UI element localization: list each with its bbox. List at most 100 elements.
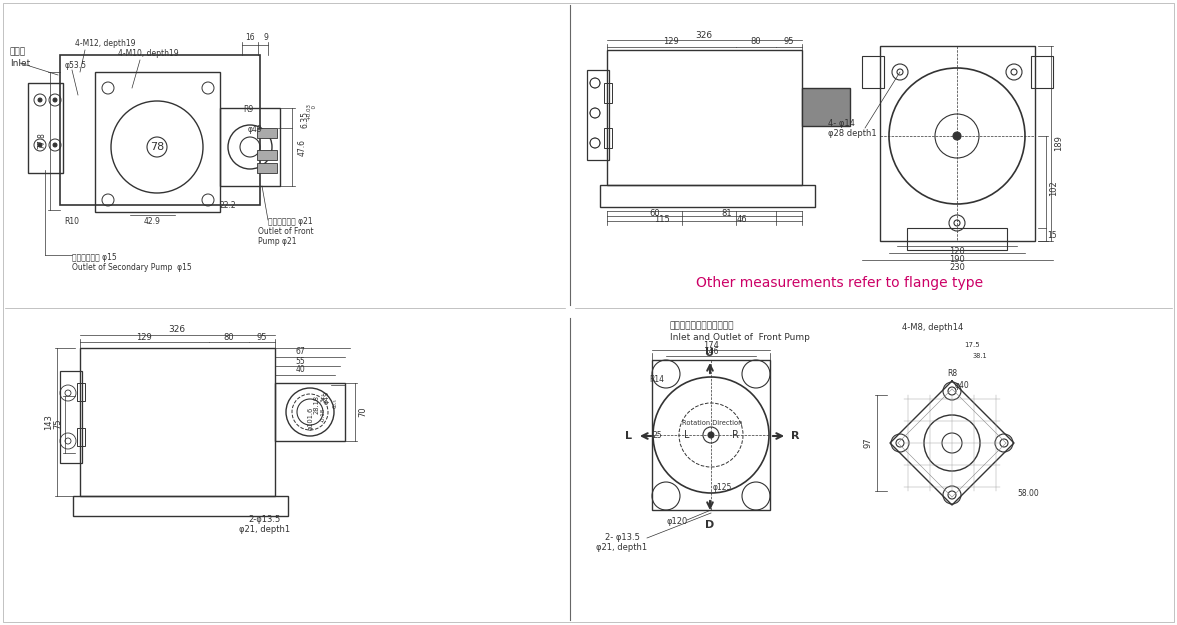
- Text: 42.9: 42.9: [144, 217, 160, 226]
- Bar: [60, 55, 260, 205]
- Text: 15: 15: [1048, 231, 1057, 239]
- Text: 9: 9: [264, 34, 268, 42]
- Text: 4- φ14: 4- φ14: [827, 119, 855, 127]
- Text: R14: R14: [650, 376, 665, 384]
- Text: φ53.5: φ53.5: [65, 61, 87, 69]
- Bar: [220, 108, 280, 186]
- Text: 326: 326: [168, 326, 186, 334]
- Text: φ21, depth1: φ21, depth1: [239, 526, 291, 534]
- Circle shape: [53, 98, 56, 102]
- Text: φ101.6: φ101.6: [308, 406, 314, 429]
- Text: 129: 129: [137, 332, 152, 341]
- Text: 70: 70: [359, 407, 367, 418]
- Text: 46: 46: [737, 214, 747, 224]
- Text: 81: 81: [722, 209, 732, 217]
- Text: φ120: φ120: [666, 516, 687, 526]
- Text: 95: 95: [784, 38, 794, 46]
- Circle shape: [953, 132, 960, 140]
- Bar: [604, 128, 612, 148]
- Text: R9: R9: [242, 106, 253, 114]
- Text: Rotation Direction: Rotation Direction: [681, 420, 743, 426]
- Text: R: R: [791, 431, 799, 441]
- Circle shape: [53, 143, 56, 147]
- Text: Inlet and Outlet of  Front Pump: Inlet and Outlet of Front Pump: [670, 332, 810, 341]
- Text: 102: 102: [1050, 180, 1058, 196]
- Text: 前泵浦入油口和出油口方向: 前泵浦入油口和出油口方向: [670, 321, 734, 331]
- Text: 78: 78: [149, 142, 164, 152]
- Text: +0.03
      0: +0.03 0: [306, 104, 318, 121]
- Circle shape: [38, 143, 42, 147]
- Text: L: L: [625, 431, 632, 441]
- Text: Outlet of Secondary Pump  φ15: Outlet of Secondary Pump φ15: [72, 264, 192, 272]
- Text: 2- φ13.5: 2- φ13.5: [605, 534, 639, 542]
- Text: 2-φ13.5: 2-φ13.5: [248, 516, 281, 524]
- Text: 後泵浦出油口 φ15: 後泵浦出油口 φ15: [72, 254, 117, 262]
- Text: 22.2: 22.2: [220, 201, 237, 209]
- Text: 47.6: 47.6: [298, 139, 306, 156]
- Text: 4-M8, depth14: 4-M8, depth14: [902, 324, 963, 332]
- Text: 95: 95: [257, 332, 267, 341]
- Text: φ49: φ49: [247, 126, 262, 134]
- Text: 77.8: 77.8: [38, 132, 47, 149]
- Text: 6₀.₅: 6₀.₅: [332, 398, 338, 408]
- Text: 55: 55: [295, 356, 305, 366]
- Bar: [587, 70, 609, 160]
- Bar: [73, 496, 288, 516]
- Text: U: U: [705, 348, 714, 358]
- Bar: [95, 72, 220, 212]
- Text: 146: 146: [704, 346, 718, 356]
- Text: 97: 97: [864, 438, 872, 448]
- Text: 入油口: 入油口: [9, 48, 26, 56]
- Text: φ49: φ49: [324, 390, 330, 404]
- Bar: [862, 56, 884, 88]
- Text: 230: 230: [949, 262, 965, 271]
- Text: Inlet: Inlet: [9, 59, 31, 68]
- Text: 6.35: 6.35: [300, 111, 310, 129]
- Text: 4-M10, depth19: 4-M10, depth19: [118, 49, 179, 59]
- Text: 58.00: 58.00: [1017, 489, 1039, 498]
- Text: 326: 326: [696, 31, 712, 39]
- Bar: [600, 185, 814, 207]
- Text: 40: 40: [295, 366, 305, 374]
- Text: 4-M12, depth19: 4-M12, depth19: [75, 39, 135, 49]
- Text: 174: 174: [703, 341, 719, 349]
- Text: R: R: [732, 430, 738, 440]
- Bar: [1031, 56, 1053, 88]
- Bar: [652, 360, 770, 510]
- Text: 3₀.₅: 3₀.₅: [320, 392, 326, 402]
- Text: Outlet of Front: Outlet of Front: [258, 228, 313, 236]
- Text: 115: 115: [654, 214, 670, 224]
- Text: 120: 120: [949, 248, 965, 256]
- Text: φ28 depth1: φ28 depth1: [827, 129, 877, 139]
- Circle shape: [709, 432, 714, 438]
- Bar: [880, 46, 1035, 241]
- Text: 60: 60: [650, 209, 660, 217]
- Text: 143: 143: [45, 414, 53, 430]
- Bar: [28, 83, 64, 173]
- Text: D: D: [705, 520, 714, 530]
- Text: φ40: φ40: [955, 381, 970, 389]
- Text: L: L: [684, 430, 690, 440]
- Text: 17.5: 17.5: [964, 342, 979, 348]
- Text: 25: 25: [652, 431, 661, 439]
- Bar: [60, 371, 82, 463]
- Text: 75: 75: [53, 419, 62, 429]
- Text: φ21, depth1: φ21, depth1: [597, 544, 647, 552]
- Bar: [77, 383, 85, 401]
- Text: 80: 80: [224, 332, 234, 341]
- Bar: [257, 128, 277, 138]
- Text: 38.1: 38.1: [972, 353, 988, 359]
- Text: Other measurements refer to flange type: Other measurements refer to flange type: [697, 276, 984, 290]
- Text: 129: 129: [663, 38, 679, 46]
- Bar: [257, 150, 277, 160]
- Text: 16: 16: [245, 34, 254, 42]
- Text: 28.18: 28.18: [314, 396, 320, 414]
- Bar: [907, 228, 1008, 250]
- Bar: [604, 83, 612, 103]
- Text: -0.18: -0.18: [320, 408, 326, 422]
- Text: R8: R8: [947, 369, 957, 378]
- Text: 67: 67: [295, 348, 305, 356]
- Text: φ125: φ125: [712, 484, 732, 492]
- Bar: [257, 163, 277, 173]
- Text: Pump φ21: Pump φ21: [258, 238, 297, 246]
